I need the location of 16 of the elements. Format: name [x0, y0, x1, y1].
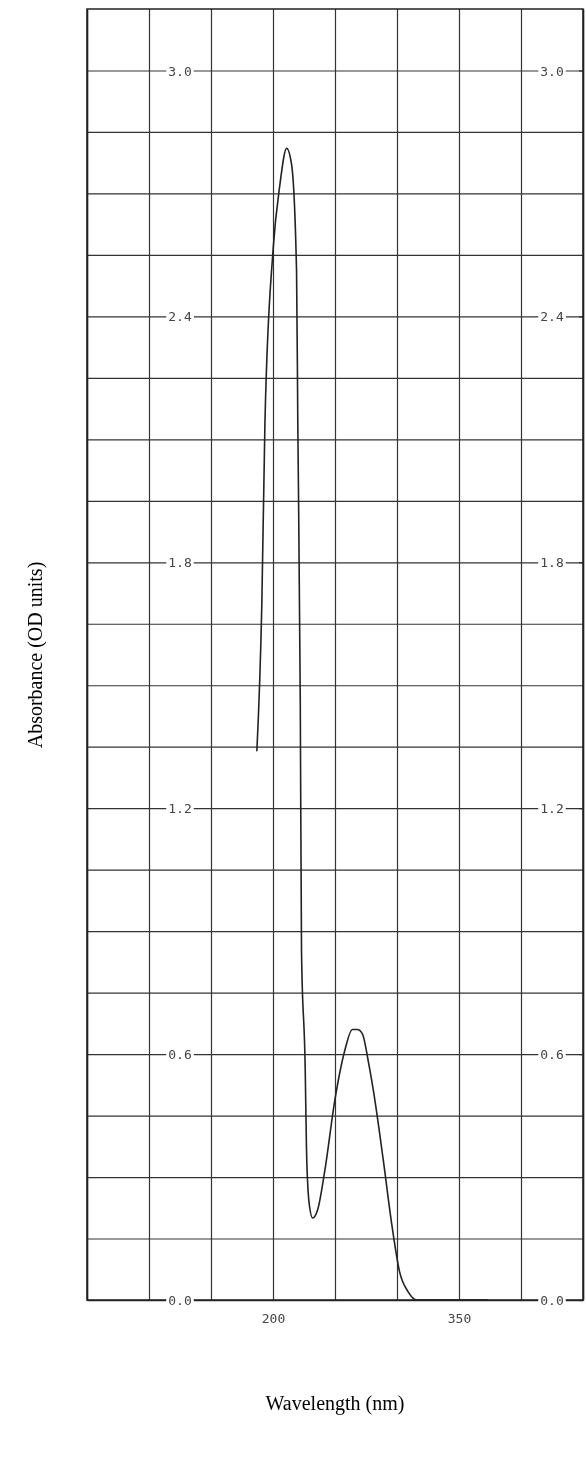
- y-tick-label: 0.0: [168, 1293, 192, 1309]
- y-axis-title: Absorbance (OD units): [24, 561, 47, 749]
- y2-tick-label: 0.0: [540, 1293, 564, 1309]
- x-tick-label: 200: [261, 1311, 286, 1327]
- y2-tick-label: 3.0: [540, 63, 564, 79]
- y-tick-label: 3.0: [168, 63, 192, 79]
- y2-tick-label: 1.2: [540, 801, 564, 817]
- y-tick-label: 0.6: [168, 1047, 192, 1063]
- y-tick-label: 1.8: [168, 555, 192, 571]
- y2-tick-label: 2.4: [540, 309, 564, 325]
- x-tick-label: 350: [447, 1311, 472, 1327]
- y-tick-label: 1.2: [168, 801, 192, 817]
- y2-tick-label: 1.8: [540, 555, 564, 571]
- y-tick-label: 2.4: [168, 309, 192, 325]
- y2-tick-label: 0.6: [540, 1047, 564, 1063]
- x-axis-title: Wavelength (nm): [265, 1392, 405, 1415]
